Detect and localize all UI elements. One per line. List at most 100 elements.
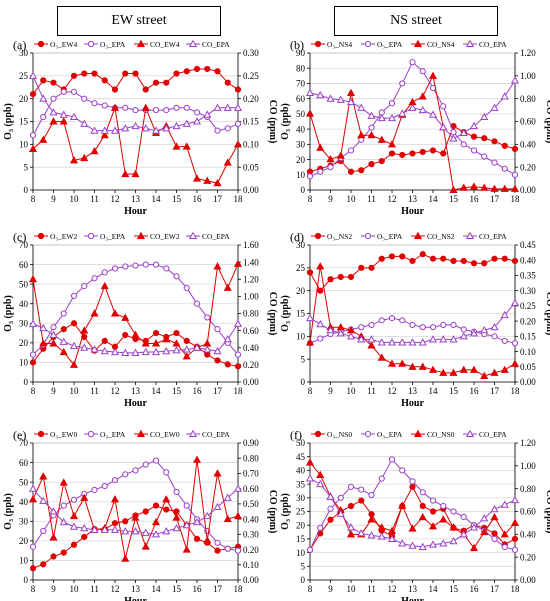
- data-point: [132, 467, 139, 474]
- data-point: [490, 103, 499, 111]
- data-point: [480, 527, 489, 536]
- left-tick-label: 0: [24, 377, 29, 387]
- right-tick-label: 0.60: [520, 117, 536, 127]
- data-point: [141, 339, 150, 347]
- x-tick-label: 13: [408, 194, 418, 204]
- x-tick-label: 18: [511, 584, 521, 594]
- data-point: [337, 494, 344, 501]
- data-point: [151, 347, 161, 356]
- data-point: [49, 339, 58, 347]
- legend-label: O₃_EPA: [100, 430, 126, 439]
- x-tick-label: 13: [408, 584, 418, 594]
- right-tick-label: 1.60: [243, 240, 259, 250]
- data-point: [121, 313, 130, 321]
- data-point: [347, 147, 355, 154]
- data-point: [70, 292, 78, 299]
- data-point: [142, 261, 149, 268]
- legend-marker: [314, 232, 322, 240]
- data-point: [182, 545, 191, 553]
- data-point: [131, 527, 140, 535]
- data-point: [428, 71, 438, 79]
- x-tick-label: 14: [152, 194, 162, 204]
- data-point: [327, 505, 334, 512]
- x-tick-label: 11: [367, 194, 376, 204]
- data-point: [490, 322, 499, 331]
- legend-label: O₃_EW4: [50, 40, 77, 49]
- right-tick-label: 0.30: [243, 48, 259, 58]
- data-point: [28, 484, 38, 492]
- data-point: [449, 134, 458, 142]
- legend-label: CO_EW4: [150, 40, 180, 49]
- legend-marker: [364, 232, 372, 240]
- data-point: [439, 122, 448, 131]
- legend-marker: [314, 40, 322, 48]
- chart-panel-1: 0 10 20 30 40 50 60 70 80 90 0.00 0.20 0.40 0.60 0.80 1…: [280, 38, 550, 217]
- panel-label: (c): [13, 230, 26, 244]
- x-tick-label: 8: [31, 386, 36, 396]
- data-point: [183, 284, 190, 292]
- data-point: [59, 110, 68, 118]
- x-tick-label: 17: [213, 386, 223, 396]
- data-point: [224, 545, 231, 552]
- data-point: [449, 523, 458, 531]
- data-point: [399, 80, 406, 87]
- data-point: [459, 365, 468, 373]
- data-point: [510, 184, 520, 192]
- data-point: [213, 103, 222, 111]
- data-point: [173, 104, 180, 111]
- data-point: [162, 334, 171, 343]
- data-point: [491, 333, 498, 340]
- data-point: [182, 520, 191, 529]
- left-tick-label: 5: [301, 354, 306, 364]
- data-point: [347, 168, 355, 175]
- data-point: [234, 363, 242, 370]
- data-point: [398, 359, 407, 367]
- data-point: [306, 546, 314, 553]
- right-tick-label: 0.00: [520, 377, 536, 387]
- data-point: [29, 565, 37, 572]
- data-point: [122, 518, 129, 525]
- data-point: [418, 512, 427, 521]
- data-point: [80, 153, 89, 162]
- data-point: [100, 130, 109, 139]
- legend-marker: [413, 231, 423, 240]
- data-point: [367, 515, 376, 523]
- data-point: [49, 330, 58, 338]
- legend-label: O₃_EW0: [50, 430, 77, 439]
- legend-marker: [37, 232, 45, 240]
- data-point: [214, 539, 221, 546]
- data-point: [419, 502, 426, 510]
- data-point: [173, 273, 180, 280]
- data-point: [192, 517, 202, 526]
- data-point: [192, 455, 202, 463]
- data-point: [49, 507, 58, 515]
- data-point: [500, 310, 509, 319]
- right-tick-label: 0.15: [520, 332, 536, 342]
- data-point: [60, 326, 67, 333]
- ns-street-header-text: NS street: [390, 13, 442, 28]
- left-tick-label: 30: [296, 493, 306, 503]
- data-point: [101, 337, 108, 344]
- legend-label: O₃_NS4: [327, 40, 352, 49]
- data-point: [428, 335, 438, 343]
- data-point: [377, 135, 386, 143]
- data-point: [439, 515, 448, 523]
- data-point: [358, 167, 365, 174]
- data-point: [162, 495, 171, 503]
- right-tick-label: 0.25: [520, 301, 536, 311]
- left-tick-label: 25: [296, 263, 306, 273]
- data-point: [172, 346, 181, 354]
- data-point: [409, 483, 416, 490]
- data-point: [141, 528, 150, 536]
- data-point: [337, 273, 344, 281]
- data-point: [69, 156, 79, 164]
- data-point: [377, 113, 386, 122]
- data-point: [121, 554, 130, 562]
- panel-label: (b): [290, 38, 304, 52]
- data-point: [233, 319, 243, 327]
- series-line-2: [309, 74, 515, 191]
- left-tick-label: 0: [24, 575, 29, 585]
- left-tick-label: 40: [19, 299, 29, 309]
- legend-label: CO_EPA: [202, 232, 230, 241]
- data-point: [450, 257, 457, 265]
